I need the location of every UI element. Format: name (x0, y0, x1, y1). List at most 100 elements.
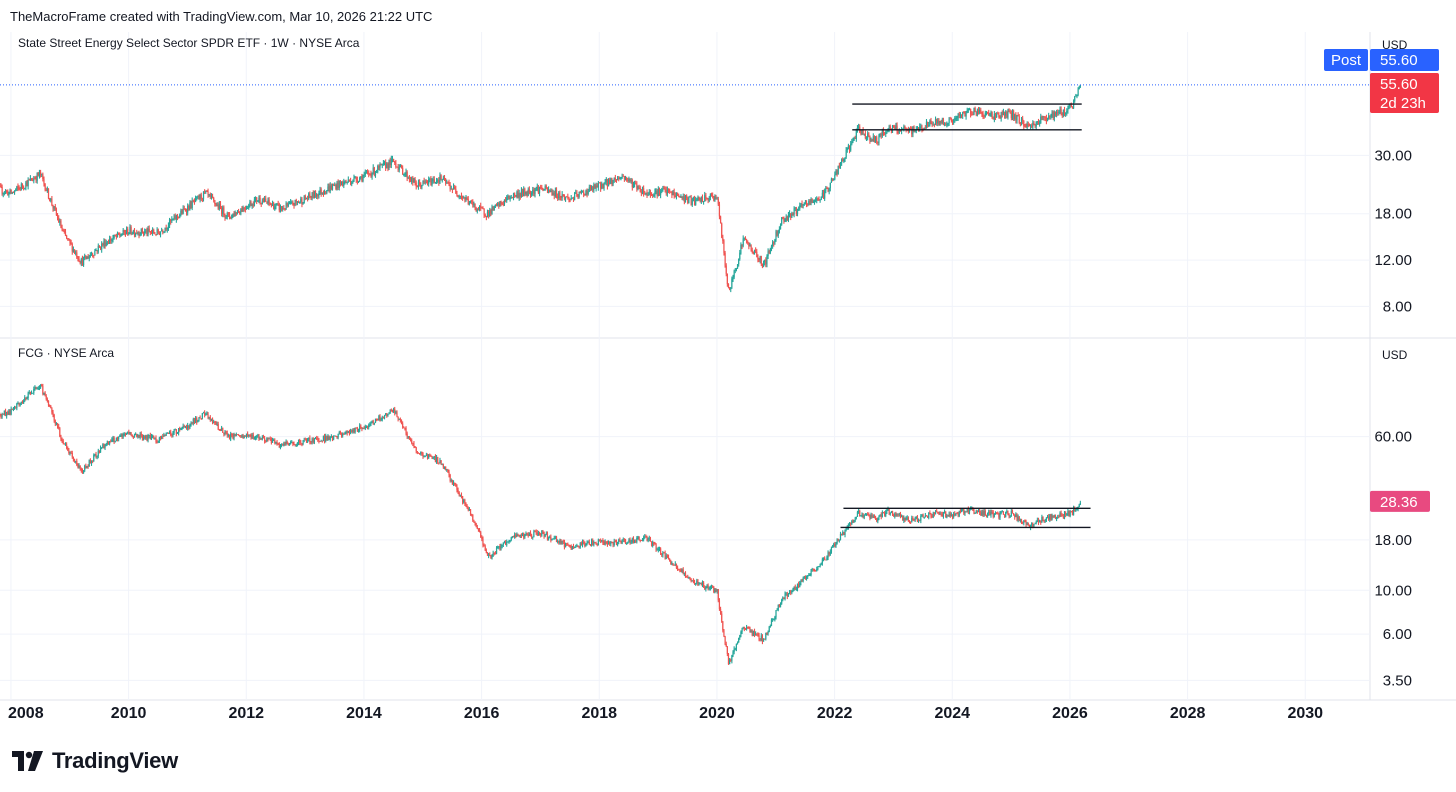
candle-body (448, 471, 450, 475)
candle-body (0, 414, 2, 417)
candle-body (982, 113, 984, 117)
candle-body (495, 204, 498, 206)
candle-body (964, 113, 966, 117)
candle-body (80, 468, 82, 471)
candle-body (414, 446, 416, 448)
candle-body (511, 536, 513, 538)
candle-body (164, 227, 166, 232)
candle-body (613, 540, 615, 545)
candle-body (222, 207, 224, 214)
candle-body (673, 191, 675, 196)
candle-body (347, 431, 349, 434)
candle-body (373, 423, 375, 424)
candle-body (619, 539, 621, 541)
candle-body (667, 556, 670, 560)
tradingview-brand[interactable]: TradingView (12, 748, 178, 774)
candle-body (628, 178, 630, 181)
candle-body (262, 200, 265, 203)
candle-body (547, 189, 550, 191)
candle-body (259, 438, 261, 440)
candle-body (772, 242, 774, 247)
candle-body (11, 192, 13, 194)
candle-body (782, 217, 784, 219)
candle-body (835, 170, 837, 175)
candle-body (937, 120, 939, 124)
candle-body (863, 515, 865, 518)
candle-body (369, 173, 371, 175)
candle-body (54, 206, 56, 210)
candle-body (216, 423, 218, 425)
candle-body (695, 199, 697, 205)
candle-body (632, 184, 635, 188)
candle-body (437, 180, 439, 182)
candle-body (30, 392, 33, 394)
candle-body (285, 441, 287, 444)
candle-body (191, 422, 193, 424)
candle-body (655, 544, 657, 551)
candle-body (44, 183, 46, 191)
candle-body (59, 428, 61, 437)
candle-body (905, 517, 907, 521)
candle-body (1029, 125, 1032, 127)
candle-body (595, 185, 597, 189)
candle-body (1075, 95, 1077, 97)
candle-body (284, 209, 286, 210)
candle-body (884, 133, 886, 135)
candle-body (676, 193, 679, 196)
candle-body (205, 414, 207, 416)
candle-body (908, 521, 911, 523)
candle-body (718, 600, 721, 610)
candle-body (757, 257, 759, 260)
candle-body (17, 186, 19, 188)
candle-body (501, 203, 503, 204)
candle-body (483, 545, 485, 547)
candle-body (1003, 514, 1006, 517)
candle-body (536, 532, 538, 536)
candle-body (399, 164, 401, 168)
candle-body (800, 581, 802, 583)
candle-body (537, 186, 540, 193)
candle-body (1037, 121, 1040, 125)
candle-body (430, 455, 432, 457)
candle-body (829, 182, 831, 189)
candle-body (303, 439, 305, 441)
candle-body (175, 215, 177, 220)
candle-body (593, 184, 595, 191)
candle-body (767, 251, 769, 256)
candle-body (791, 590, 793, 593)
candle-body (631, 538, 633, 542)
candle-body (190, 202, 192, 208)
candle-body (368, 425, 370, 428)
candle-body (491, 206, 493, 215)
candle-body (318, 193, 320, 197)
candle-body (508, 195, 510, 200)
candle-body (537, 532, 540, 536)
candle-body (425, 181, 427, 183)
candle-body (504, 541, 507, 545)
candle-body (862, 130, 864, 135)
candle-body (9, 410, 11, 415)
candle-body (250, 202, 252, 207)
candle-body (178, 216, 180, 218)
candle-body (439, 460, 441, 464)
candle-body (984, 510, 986, 516)
candle-body (1063, 109, 1066, 115)
candle-body (344, 433, 346, 435)
candle-body (817, 566, 819, 570)
candle-body (386, 163, 388, 169)
candle-body (535, 531, 537, 533)
candle-body (110, 238, 112, 242)
x-tick-label: 2026 (1052, 705, 1088, 722)
candle-body (974, 513, 976, 514)
candle-body (710, 194, 713, 196)
candle-body (87, 466, 89, 468)
candle-body (697, 197, 699, 200)
candle-body (976, 109, 978, 116)
candle-body (967, 109, 969, 111)
candle-body (1054, 112, 1057, 115)
candle-body (834, 174, 836, 180)
candle-body (397, 416, 399, 420)
candle-body (985, 515, 988, 517)
candle-body (483, 208, 485, 215)
